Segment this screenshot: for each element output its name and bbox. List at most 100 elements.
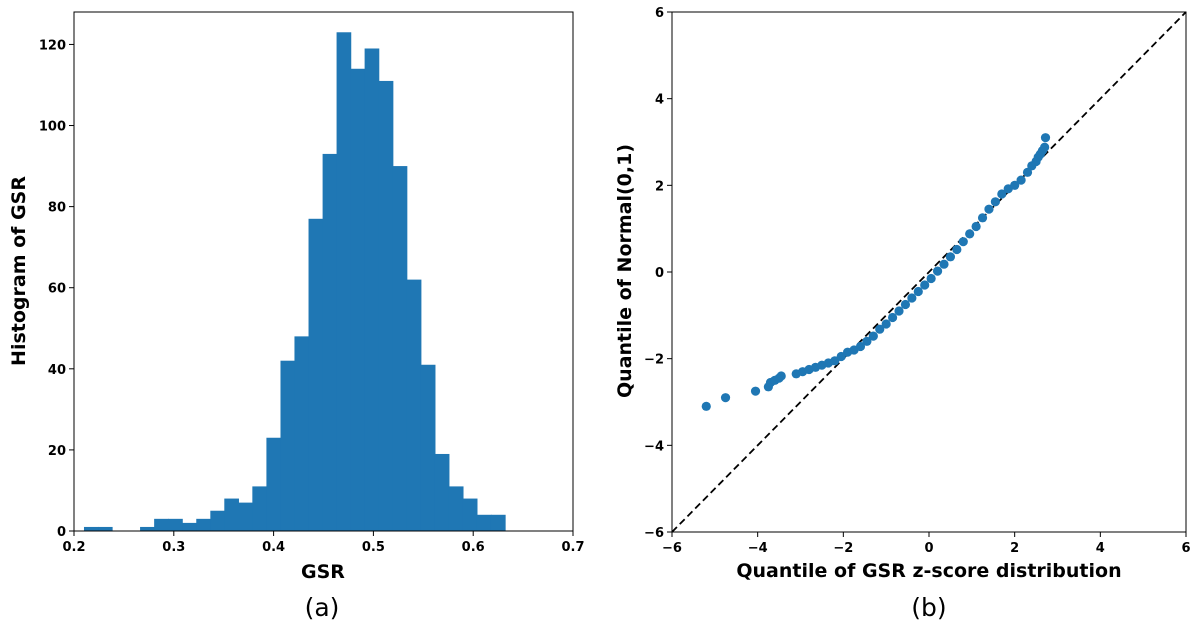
qq-point [958,237,968,247]
histogram-bar [476,514,492,531]
histogram-bar [350,68,366,531]
qq-point [945,252,956,262]
qq-point [997,189,1007,199]
x-tick-label: 0.5 [362,540,385,555]
histogram-bar [182,522,197,531]
histogram-bar [294,336,310,531]
qq-points [701,133,1051,411]
histogram-plot-frame [73,11,574,532]
qq-point [887,312,898,323]
qq-point [1010,180,1020,190]
qq-point [894,306,904,316]
histogram-bar [378,80,394,531]
qq-point [977,213,988,223]
y-tick-label: 20 [48,444,66,459]
qq-point [881,319,891,329]
qq-y-ticks: −6 −4 −2 0 2 4 6 [644,6,672,541]
x-tick-label: 0.3 [162,540,185,555]
y-tick-label: 40 [48,363,66,378]
qq-point [1040,133,1051,143]
qq-point [1040,142,1050,152]
qq-point [862,336,872,346]
x-tick-label: 0.2 [62,540,85,555]
histogram-bar [434,453,450,531]
qq-plot-panel: −6 −4 −2 0 2 4 6 −6 −4 −2 0 2 4 6 Quantile of GSR z-… [614,6,1190,622]
histogram-bar [224,498,239,531]
y-tick-label: 2 [655,179,664,194]
histogram-x-axis-label: GSR [301,561,345,583]
histogram-bar [490,514,506,531]
x-tick-label: 0.6 [462,540,485,555]
x-tick-label: 2 [1010,541,1019,556]
y-tick-label: 0 [655,266,664,281]
qq-point [900,299,911,310]
qq-point [907,293,917,303]
histogram-bar [308,218,324,531]
qq-point [971,221,981,232]
x-tick-label: −2 [833,541,853,556]
histogram-bar [364,48,380,531]
histogram-bar [210,510,225,531]
y-tick-label: 60 [48,282,66,297]
histogram-bar [448,486,464,531]
histogram-bar [392,166,408,531]
qq-point [750,386,761,396]
histogram-bar [280,360,296,531]
qq-point [1022,167,1033,177]
qq-x-ticks: −6 −4 −2 0 2 4 6 [662,532,1190,556]
histogram-bar [98,526,113,531]
qq-point [913,286,923,297]
histogram-bar [462,498,478,531]
qq-point [720,393,731,403]
histogram-bar [196,518,211,531]
histogram-bar [238,502,253,531]
y-tick-label: −6 [644,526,664,541]
histogram-y-axis-label: Histogram of GSR [8,176,30,366]
x-tick-label: −6 [662,541,682,556]
histogram-bar [168,518,183,531]
histogram-bars [83,32,506,531]
qq-point [920,280,930,290]
qq-point [776,371,786,381]
histogram-x-ticks: 0.2 0.3 0.4 0.5 0.6 0.7 [62,531,585,555]
qq-point [701,401,711,411]
histogram-panel-label: (a) [305,593,340,622]
qq-x-axis-label: Quantile of GSR z-score distribution [736,560,1121,582]
y-tick-label: 4 [655,93,664,108]
histogram-bar [83,526,99,531]
qq-panel-label: (b) [911,593,946,622]
y-tick-label: 120 [39,38,66,53]
histogram-y-ticks: 0 20 40 60 80 100 120 [39,38,74,540]
x-tick-label: 0.4 [262,540,285,555]
qq-point [990,197,1000,207]
y-tick-label: 0 [57,525,66,540]
histogram-bar [266,437,282,531]
histogram-bar [252,486,268,531]
qq-point [984,204,994,214]
histogram-panel: 0.2 0.3 0.4 0.5 0.6 0.7 0 20 40 60 80 100 120 GSR H… [8,11,585,622]
x-tick-label: 0.7 [561,540,584,555]
x-tick-label: 4 [1096,541,1105,556]
histogram-bar [322,153,338,531]
x-tick-label: 6 [1181,541,1190,556]
qq-point [965,229,975,239]
qq-point [868,331,878,341]
y-tick-label: 6 [655,6,664,21]
histogram-bar [336,32,352,531]
histogram-bar [406,279,422,531]
y-tick-label: −4 [644,439,664,454]
qq-point [939,259,949,269]
qq-point [875,324,885,334]
qq-point [932,266,943,276]
qq-reference-line [671,11,1187,533]
x-tick-label: 0 [924,541,933,556]
histogram-bar [420,364,436,531]
qq-point [1016,175,1026,185]
qq-point [926,273,936,284]
histogram-bar [154,518,169,531]
x-tick-label: −4 [748,541,768,556]
y-tick-label: −2 [644,353,664,368]
y-tick-label: 100 [39,120,66,135]
qq-point [855,341,866,352]
